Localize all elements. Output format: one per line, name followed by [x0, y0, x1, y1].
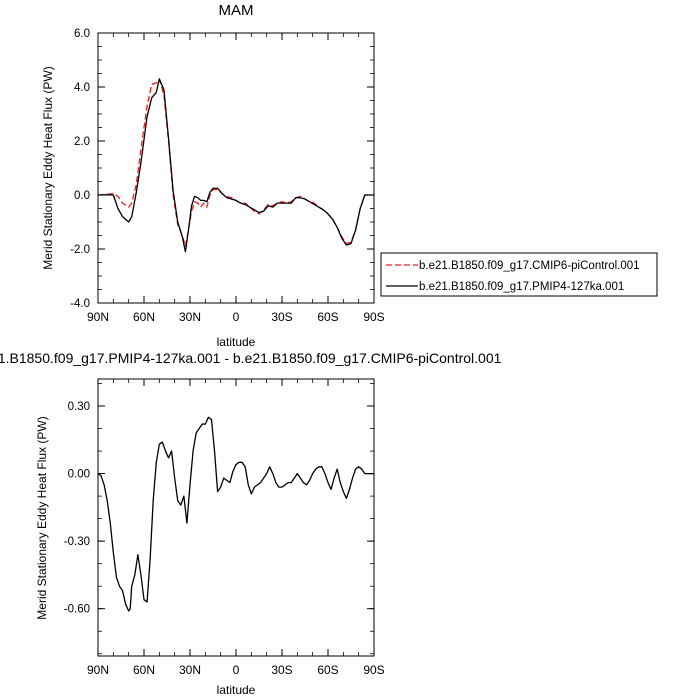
top-x-tick-label: 30N	[179, 310, 201, 324]
top-y-axis-label: Merid Stationary Eddy Heat Flux (PW)	[41, 66, 55, 269]
bottom-chart-title: b.e21.B1850.f09_g17.PMIP4-127ka.001 - b.…	[0, 350, 502, 366]
top-x-tick-label: 0	[233, 310, 240, 324]
bottom-y-tick-label: 0.30	[68, 401, 90, 413]
bottom-x-tick-label: 60N	[133, 663, 155, 677]
bottom-y-tick-labels: 0.30 0.00 -0.30 -0.60	[64, 401, 90, 616]
bottom-y-tick-label: -0.60	[64, 604, 90, 616]
top-x-tick-label: 30S	[271, 310, 292, 324]
legend-box	[380, 252, 658, 297]
top-y-tick-labels: 6.0 4.0 2.0 0.0 -2.0 -4.0	[70, 28, 90, 310]
top-chart-title: MAM	[219, 2, 254, 19]
legend-label-series-2: b.e21.B1850.f09_g17.PMIP4-127ka.001	[419, 281, 624, 293]
legend-label-series-1: b.e21.B1850.f09_g17.CMIP6-piControl.001	[419, 260, 640, 272]
top-series-lines	[97, 78, 374, 253]
top-y-tick-label: 0.0	[74, 190, 90, 202]
top-y-tick-label: -2.0	[70, 244, 90, 256]
bottom-series-lines	[97, 416, 374, 612]
top-x-tick-label: 60S	[317, 310, 338, 324]
top-series-line-2	[97, 78, 374, 253]
top-y-tick-label: 6.0	[74, 28, 90, 40]
top-y-tick-label: 2.0	[74, 136, 90, 148]
bottom-x-tick-labels: 90N 60N 30N 0 30S 60S 90S	[87, 663, 385, 677]
bottom-x-tick-label: 60S	[317, 663, 338, 677]
bottom-x-tick-label: 90N	[87, 663, 109, 677]
top-plot-frame	[97, 32, 375, 304]
bottom-y-tick-label: 0.00	[68, 469, 90, 481]
top-tick-marks	[97, 32, 375, 304]
bottom-x-tick-label: 0	[233, 663, 240, 677]
top-y-tick-label: 4.0	[74, 82, 90, 94]
bottom-plot-frame	[97, 378, 375, 657]
top-x-tick-label: 90S	[363, 310, 384, 324]
bottom-y-tick-label: -0.30	[64, 536, 90, 548]
top-x-axis-label: latitude	[217, 335, 256, 349]
bottom-series-line-1	[97, 416, 374, 612]
top-series-line-1	[97, 78, 374, 247]
top-x-tick-labels: 90N 60N 30N 0 30S 60S 90S	[87, 310, 385, 324]
bottom-panel: b.e21.B1850.f09_g17.PMIP4-127ka.001 - b.…	[0, 350, 502, 697]
top-x-tick-label: 60N	[133, 310, 155, 324]
top-y-tick-label: -4.0	[70, 298, 90, 310]
top-x-tick-label: 90N	[87, 310, 109, 324]
bottom-x-axis-label: latitude	[217, 683, 256, 697]
legend: b.e21.B1850.f09_g17.CMIP6-piControl.001 …	[380, 252, 658, 297]
bottom-y-axis-label: Merid Stationary Eddy Heat Flux (PW)	[35, 416, 49, 619]
bottom-x-tick-label: 30N	[179, 663, 201, 677]
bottom-x-tick-label: 30S	[271, 663, 292, 677]
bottom-x-tick-label: 90S	[363, 663, 384, 677]
top-panel: MAM 6.0 4.0 2.0 0.0 -2.0 -4.0 90N 60N 30N 0 30S 60…	[41, 2, 658, 349]
bottom-tick-marks	[97, 379, 375, 656]
